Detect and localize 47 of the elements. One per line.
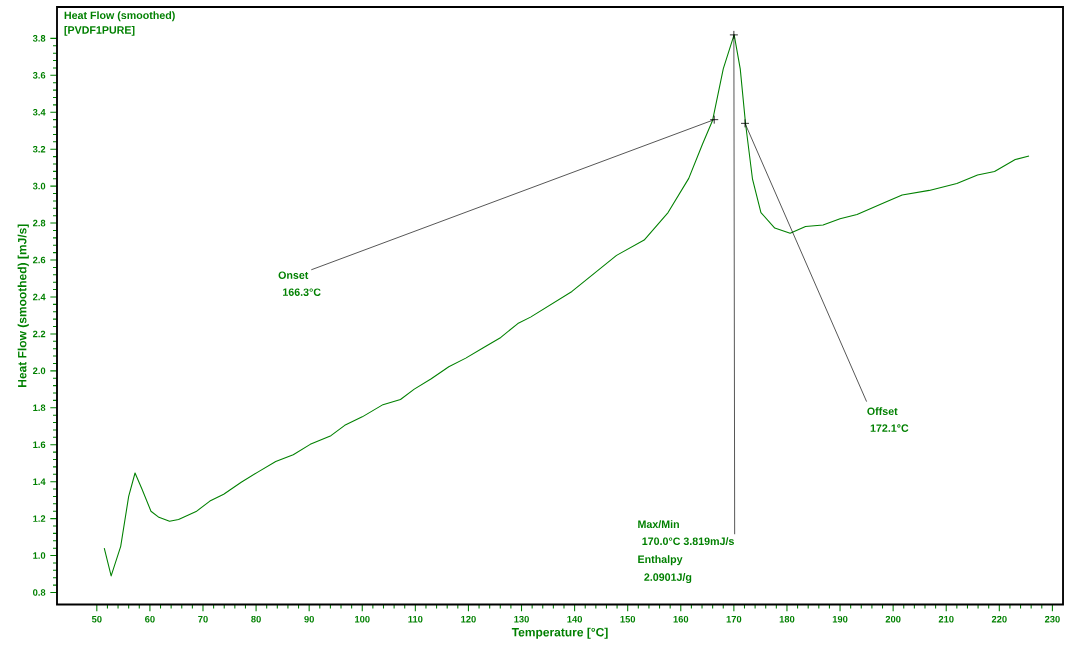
text: [PVDF1PURE] [64,25,135,36]
y-tick-label: 3.2 [32,145,46,153]
annotation: 166.3°C [283,288,321,296]
y-tick-label: 2.4 [32,293,46,301]
annotation: Offset [867,407,898,416]
x-tick-label: 120 [461,615,476,623]
y-tick-label: 2.8 [32,219,46,227]
x-tick-label: 210 [938,615,954,623]
y-tick-label: 1.4 [33,478,46,485]
x-tick-label: 160 [673,615,689,623]
x-tick-label: 230 [1044,615,1060,623]
y-tick-label: 2.0 [32,367,46,375]
x-tick-label: 130 [514,615,529,623]
x-tick-label: 170 [726,615,742,623]
y-tick-label: 3.8 [32,35,46,42]
x-tick-label: 50 [91,615,102,623]
annotation: Max/Min [638,520,679,529]
y-tick-label: 2.2 [32,330,46,338]
annotation: 170.0°C 3.819mJ/s [642,537,734,546]
x-tick-label: 80 [251,615,261,623]
y-tick-label: 1.6 [33,441,46,449]
x-tick-label: 90 [304,615,314,623]
annotation: Enthalpy [638,555,683,566]
annotation: Onset [278,271,309,279]
x-tick-label: 140 [567,615,583,623]
x-tick-label: 70 [198,615,208,623]
y-tick-label: 1.0 [33,552,46,559]
x-tick-label: 180 [779,615,795,623]
y-tick-label: 0.8 [33,589,46,596]
y-tick-label: 3.4 [32,108,46,116]
y-tick-label: 3.0 [32,182,46,190]
chart-title: Heat Flow (smoothed) [64,11,175,22]
annotation: 172.1°C [870,424,909,432]
annotation: 2.0901J/g [644,573,692,584]
x-tick-label: 220 [991,615,1007,623]
y-tick-label: 3.6 [32,72,46,79]
x-tick-label: 100 [355,615,370,623]
x-tick-label: 150 [620,615,636,623]
y-tick-label: 1.2 [33,515,46,522]
y-tick-label: 1.8 [33,404,46,412]
y-axis-title: Heat Flow (smoothed) [mJ/s] [17,224,29,387]
x-tick-label: 190 [832,615,848,623]
x-tick-label: 110 [408,615,423,623]
x-tick-label: 200 [885,615,901,623]
x-axis-title: Temperature [°C] [511,627,608,639]
x-tick-label: 60 [145,615,155,623]
y-tick-label: 2.6 [32,256,46,264]
